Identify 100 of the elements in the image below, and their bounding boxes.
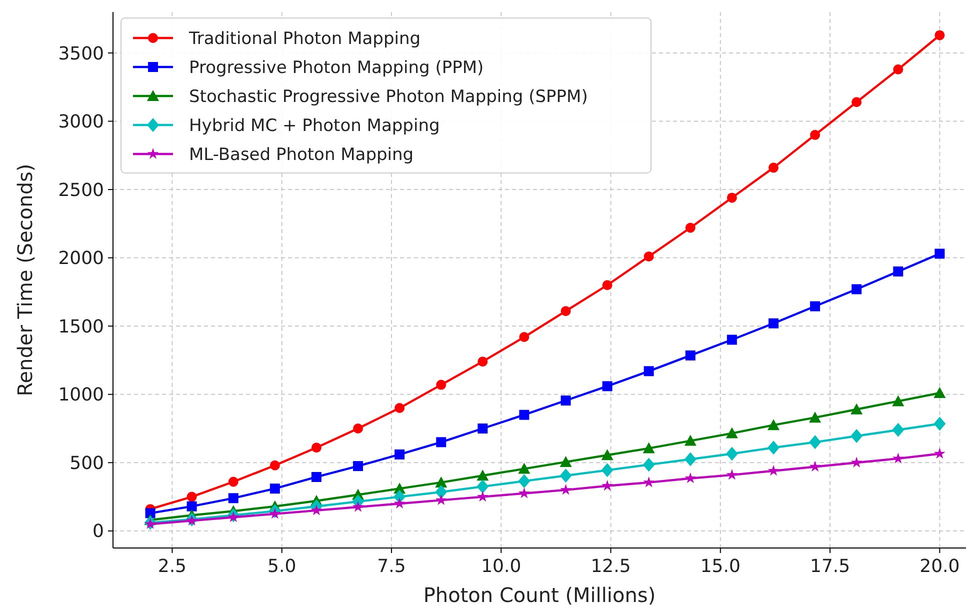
point	[809, 435, 822, 450]
point	[601, 463, 614, 478]
point	[602, 280, 612, 290]
point	[478, 424, 488, 434]
point	[476, 480, 489, 494]
legend-label: Progressive Photon Mapping (PPM)	[189, 58, 484, 78]
y-tick-label: 2000	[58, 248, 104, 270]
point	[228, 511, 240, 522]
point	[768, 318, 779, 328]
point	[934, 30, 945, 40]
point	[892, 452, 904, 464]
y-tick-label: 2500	[58, 180, 104, 201]
point	[934, 387, 946, 398]
point	[186, 501, 197, 512]
point	[684, 472, 696, 484]
point	[311, 472, 322, 482]
y-tick-label: 3000	[58, 112, 104, 133]
point	[685, 222, 696, 233]
point	[435, 494, 447, 506]
point	[186, 492, 197, 502]
point	[518, 462, 530, 474]
point	[685, 350, 696, 360]
point	[684, 452, 696, 466]
point	[892, 395, 904, 406]
point	[642, 442, 655, 454]
legend-label: ML-Based Photon Mapping	[189, 144, 414, 165]
legend-label: Hybrid MC + Photon Mapping	[189, 116, 440, 136]
point	[311, 442, 322, 453]
y-tick-label: 3500	[58, 43, 104, 64]
point	[768, 419, 780, 430]
point	[560, 396, 571, 406]
point	[435, 485, 448, 500]
point	[145, 508, 156, 518]
point	[228, 476, 238, 487]
point	[893, 64, 904, 74]
point	[394, 403, 405, 414]
y-tick-label: 0	[92, 521, 104, 542]
point	[892, 422, 904, 437]
point	[726, 334, 737, 345]
point	[435, 476, 448, 488]
point	[560, 456, 572, 467]
point	[934, 248, 945, 259]
point	[644, 366, 654, 376]
point	[476, 490, 488, 502]
point	[560, 468, 572, 483]
y-tick-label: 1500	[58, 316, 104, 338]
point	[643, 476, 655, 488]
point	[810, 130, 820, 140]
point	[436, 437, 446, 448]
x-tick-label: 10.0	[481, 556, 522, 577]
point	[684, 434, 696, 446]
point	[850, 456, 862, 468]
y-tick-label: 500	[70, 452, 104, 474]
point	[269, 508, 281, 519]
point	[436, 380, 446, 390]
point	[809, 460, 821, 472]
point	[560, 306, 571, 316]
point	[810, 301, 820, 312]
point	[809, 412, 822, 423]
legend-label: Traditional Photon Mapping	[188, 28, 421, 49]
point	[353, 461, 364, 472]
x-tick-label: 2.5	[158, 556, 187, 577]
point	[726, 468, 738, 480]
point	[518, 474, 530, 488]
point	[394, 498, 406, 508]
point	[726, 192, 737, 203]
point	[353, 424, 364, 434]
y-tick-label: 1000	[58, 384, 104, 406]
point	[726, 446, 738, 461]
point	[602, 381, 612, 392]
point	[352, 501, 364, 512]
x-tick-label: 5.0	[268, 556, 296, 577]
point	[310, 504, 322, 516]
x-axis-title: Photon Count (Millions)	[423, 583, 656, 607]
point	[560, 484, 572, 495]
point	[644, 251, 654, 262]
point	[768, 162, 779, 173]
point	[519, 410, 530, 420]
point	[144, 518, 156, 529]
legend-label: Stochastic Progressive Photon Mapping (SPPM)	[189, 86, 588, 107]
point	[850, 429, 863, 444]
point	[893, 266, 904, 276]
x-tick-label: 15.0	[700, 556, 740, 577]
x-tick-label: 17.5	[810, 556, 850, 577]
point	[852, 97, 862, 108]
x-tick-label: 20.0	[920, 556, 960, 577]
point	[726, 427, 738, 438]
x-tick-label: 12.5	[590, 556, 631, 577]
point	[601, 449, 614, 460]
point	[270, 460, 280, 470]
point	[476, 470, 489, 481]
y-axis-title: Render Time (Seconds)	[13, 164, 37, 396]
point	[394, 449, 405, 460]
point	[270, 484, 280, 494]
point	[852, 284, 862, 294]
x-tick-label: 7.5	[377, 556, 406, 577]
point	[186, 514, 198, 526]
point	[478, 356, 488, 367]
point	[602, 480, 613, 491]
point	[768, 464, 780, 476]
